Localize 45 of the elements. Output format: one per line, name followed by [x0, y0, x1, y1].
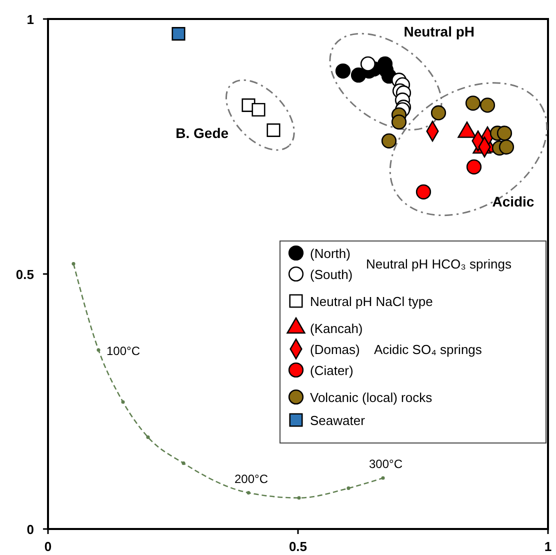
x-tick-label: 0.5 — [288, 539, 308, 554]
point — [72, 262, 76, 266]
legend-label: Neutral pH NaCl type — [310, 294, 433, 309]
legend-label: Seawater — [310, 413, 366, 428]
point — [416, 184, 432, 200]
annotation: Acidic — [492, 194, 534, 210]
point — [146, 435, 150, 439]
annotation: Neutral pH — [404, 23, 475, 40]
point — [172, 27, 186, 41]
point — [360, 56, 376, 72]
annotation: Acidic SO₄ springs — [374, 342, 482, 357]
annotation: 300°C — [369, 457, 403, 471]
annotation: B. Gede — [176, 125, 229, 142]
point — [297, 496, 301, 500]
point — [346, 486, 350, 490]
point — [430, 105, 446, 120]
legend-label: Volcanic (local) rocks — [310, 390, 433, 405]
point — [466, 159, 482, 174]
y-tick-label: 1 — [26, 12, 34, 27]
point — [480, 98, 496, 113]
point — [381, 133, 397, 148]
point — [96, 348, 100, 352]
y-tick-label: 0 — [26, 522, 34, 537]
point — [335, 63, 351, 79]
y-tick-label: 0.5 — [16, 267, 34, 282]
point — [498, 139, 514, 155]
x-tick-label: 1 — [544, 539, 552, 554]
legend-label: (South) — [310, 267, 353, 282]
annotation: 200°C — [234, 472, 268, 486]
legend-label: (Domas) — [310, 342, 360, 357]
point — [246, 491, 250, 495]
point — [465, 96, 481, 111]
point — [266, 123, 280, 137]
point — [182, 461, 186, 465]
point — [496, 126, 512, 141]
point — [252, 103, 266, 117]
annotation: 100°C — [106, 344, 140, 358]
legend-label: (Ciater) — [310, 363, 354, 378]
x-tick-label: 0 — [44, 539, 52, 554]
annotation: Neutral pH HCO₃ springs — [366, 256, 512, 272]
legend-label: (North) — [310, 246, 350, 261]
point — [381, 476, 385, 480]
point — [121, 400, 125, 404]
legend-label: (Kancah) — [310, 321, 363, 336]
point — [391, 114, 407, 130]
